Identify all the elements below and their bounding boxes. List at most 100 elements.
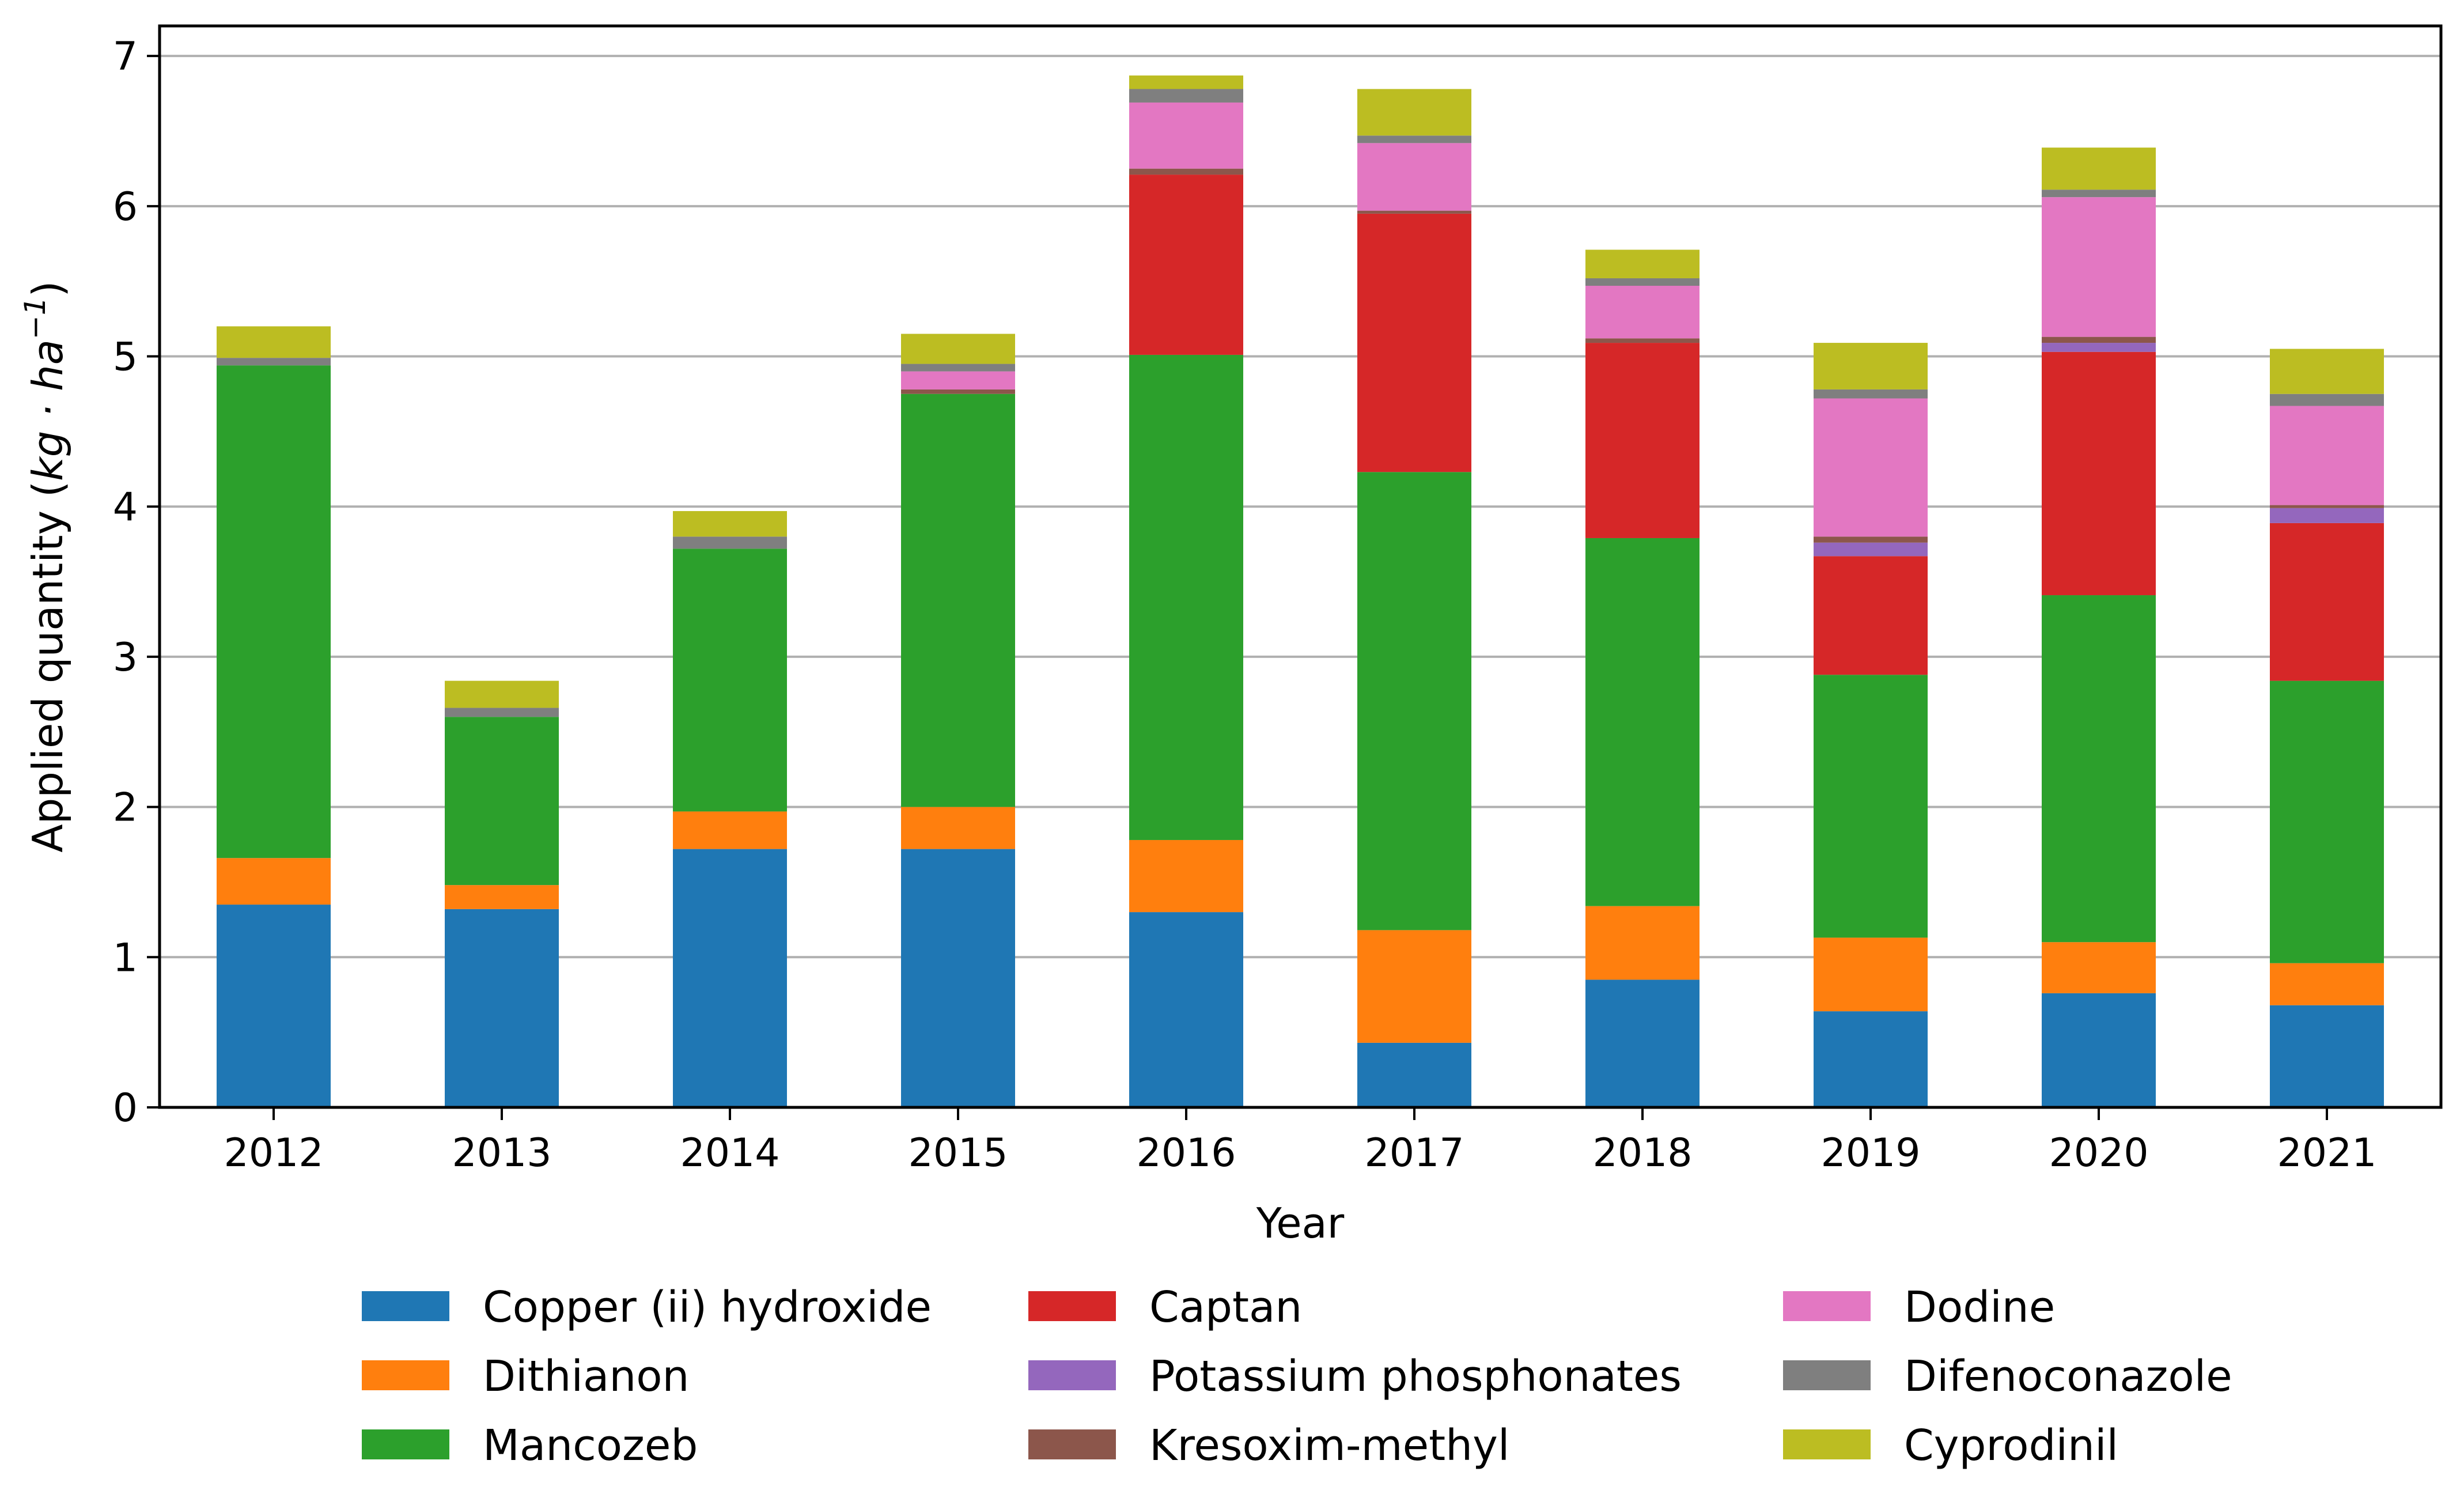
bar-segment bbox=[1357, 210, 1471, 214]
bar-segment bbox=[1814, 536, 1928, 543]
bar-segment bbox=[1357, 135, 1471, 143]
bar-segment bbox=[1357, 930, 1471, 1043]
bar-segment bbox=[217, 858, 331, 905]
bar-segment bbox=[673, 548, 787, 812]
legend-label: Copper (ii) hydroxide bbox=[483, 1283, 932, 1332]
x-axis-ticks: 2012 2013 2014 2015 2016 2017 2018 2019 2020 2021 bbox=[224, 1107, 2377, 1176]
legend-swatch bbox=[362, 1291, 449, 1321]
bar-segment bbox=[445, 708, 559, 717]
bar-segment bbox=[1129, 175, 1243, 355]
bar-segment bbox=[1585, 906, 1700, 980]
legend-swatch bbox=[1028, 1429, 1116, 1459]
y-tick-label: 2 bbox=[113, 785, 138, 831]
legend-swatch bbox=[1028, 1291, 1116, 1321]
x-tick-label: 2012 bbox=[224, 1130, 323, 1176]
y-axis-label-suffix: ) bbox=[24, 281, 72, 297]
bar-segment bbox=[217, 365, 331, 858]
bar-segment bbox=[673, 849, 787, 1107]
legend-label: Captan bbox=[1149, 1283, 1302, 1332]
legend-swatch bbox=[1783, 1360, 1871, 1390]
bar-segment bbox=[1585, 338, 1700, 343]
bar-segment bbox=[1129, 168, 1243, 175]
y-tick-label: 5 bbox=[113, 335, 138, 380]
x-tick-label: 2021 bbox=[2277, 1130, 2376, 1176]
bar-segment bbox=[901, 371, 1015, 389]
bar-segment bbox=[2270, 1005, 2384, 1107]
bar-segment bbox=[1814, 937, 1928, 1012]
bar-segment bbox=[445, 909, 559, 1107]
bar-segment bbox=[2270, 505, 2384, 508]
bar-segment bbox=[445, 680, 559, 708]
bar-segment bbox=[2042, 343, 2156, 352]
bar-segment bbox=[1814, 556, 1928, 675]
bar-segment bbox=[1357, 472, 1471, 930]
y-axis-ticks: 0 1 2 3 4 5 6 7 bbox=[113, 34, 160, 1131]
x-tick-label: 2018 bbox=[1592, 1130, 1692, 1176]
bar-segment bbox=[2270, 523, 2384, 681]
bar-segment bbox=[1585, 979, 1700, 1107]
bar-segment bbox=[217, 358, 331, 366]
bar-segment bbox=[901, 334, 1015, 364]
bar-segment bbox=[217, 905, 331, 1107]
legend-label: Potassium phosphonates bbox=[1149, 1352, 1682, 1401]
bar-segment bbox=[1129, 102, 1243, 169]
legend-label: Cyprodinil bbox=[1904, 1421, 2118, 1470]
x-tick-label: 2013 bbox=[452, 1130, 551, 1176]
bar-segment bbox=[445, 885, 559, 909]
y-tick-label: 6 bbox=[113, 184, 138, 230]
x-tick-label: 2016 bbox=[1136, 1130, 1236, 1176]
legend-label: Kresoxim-methyl bbox=[1149, 1421, 1509, 1470]
y-axis-label-unit: kg · ha bbox=[24, 339, 72, 481]
bar-segment bbox=[2270, 508, 2384, 523]
plot-frame bbox=[158, 24, 2443, 1109]
bar-segment bbox=[1814, 542, 1928, 557]
bars bbox=[217, 75, 2384, 1107]
x-tick-label: 2015 bbox=[908, 1130, 1008, 1176]
bar-segment bbox=[1814, 675, 1928, 938]
y-tick-label: 4 bbox=[113, 485, 138, 530]
bar-segment bbox=[2270, 406, 2384, 505]
bar-segment bbox=[2042, 190, 2156, 198]
bar-segment bbox=[1814, 1011, 1928, 1107]
bar-segment bbox=[1585, 278, 1700, 286]
bar-segment bbox=[1585, 538, 1700, 906]
bar-segment bbox=[1129, 912, 1243, 1107]
bar-segment bbox=[1129, 354, 1243, 840]
x-axis-label: Year bbox=[1256, 1199, 1345, 1247]
y-tick-label: 1 bbox=[113, 935, 138, 981]
bar-segment bbox=[2042, 993, 2156, 1107]
bar-segment bbox=[2270, 963, 2384, 1005]
bar-segment bbox=[1585, 343, 1700, 538]
bar-segment bbox=[673, 811, 787, 849]
y-axis-label-prefix: Applied quantity ( bbox=[24, 481, 72, 853]
bar-segment bbox=[1357, 1042, 1471, 1107]
bar-segment bbox=[901, 849, 1015, 1107]
bar-segment bbox=[2270, 349, 2384, 394]
legend-swatch bbox=[1028, 1360, 1116, 1390]
x-tick-label: 2019 bbox=[1820, 1130, 1920, 1176]
bar-segment bbox=[1585, 286, 1700, 339]
bar-segment bbox=[2042, 595, 2156, 943]
bar-segment bbox=[1357, 143, 1471, 211]
bar-segment bbox=[2042, 336, 2156, 343]
x-tick-label: 2017 bbox=[1364, 1130, 1464, 1176]
bar-segment bbox=[2270, 680, 2384, 963]
legend-label: Mancozeb bbox=[483, 1421, 698, 1470]
bar-segment bbox=[2270, 394, 2384, 406]
legend: Copper (ii) hydroxide Dithianon Mancozeb Ca… bbox=[362, 1283, 2232, 1470]
x-tick-label: 2014 bbox=[680, 1130, 779, 1176]
bar-segment bbox=[2042, 942, 2156, 993]
x-tick-label: 2020 bbox=[2049, 1130, 2148, 1176]
legend-swatch bbox=[362, 1360, 449, 1390]
bar-segment bbox=[673, 536, 787, 549]
bar-segment bbox=[1814, 389, 1928, 399]
bar-segment bbox=[2042, 147, 2156, 190]
bar-segment bbox=[901, 394, 1015, 807]
bar-segment bbox=[217, 326, 331, 358]
bar-segment bbox=[445, 717, 559, 886]
legend-label: Dodine bbox=[1904, 1283, 2055, 1332]
bar-segment bbox=[901, 389, 1015, 394]
legend-swatch bbox=[1783, 1291, 1871, 1321]
bar-segment bbox=[1357, 213, 1471, 472]
